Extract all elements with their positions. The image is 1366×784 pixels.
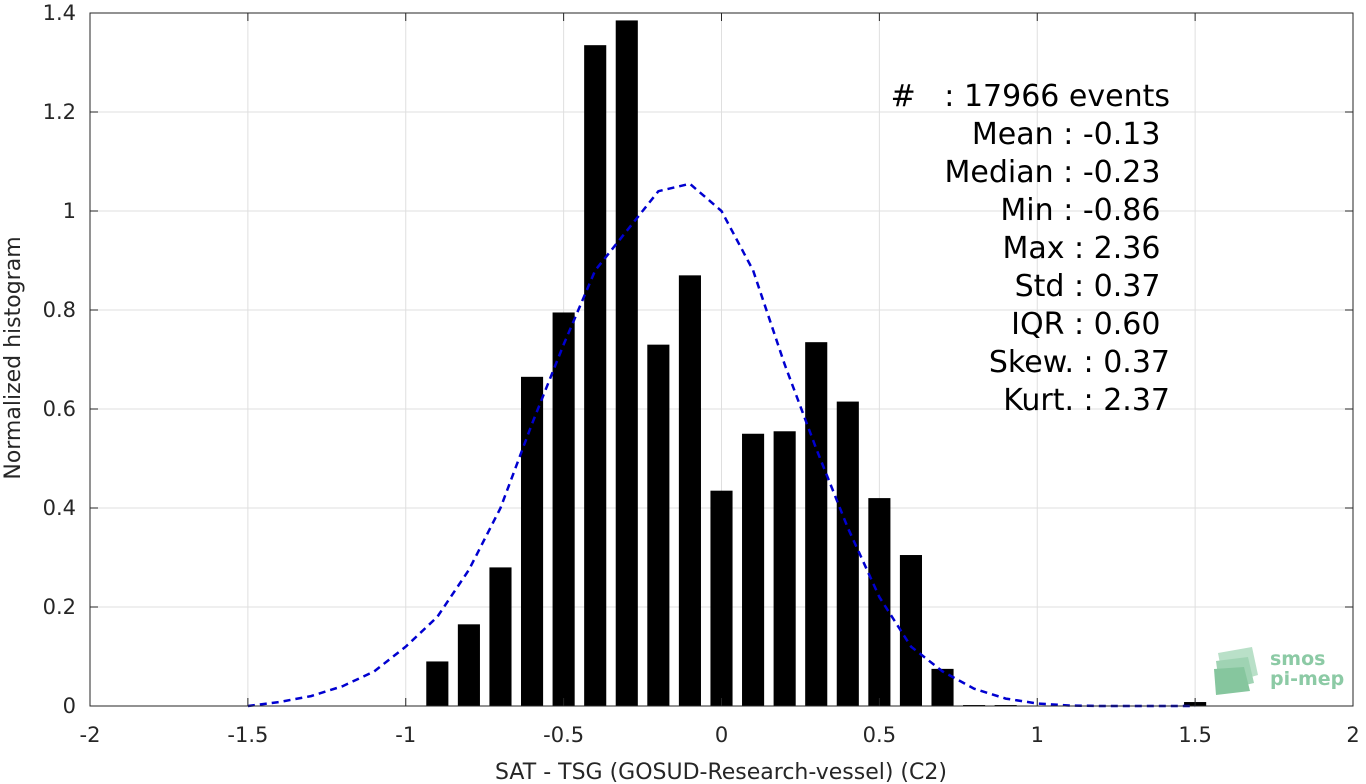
stat-iqr: IQR : 0.60 xyxy=(1011,307,1170,342)
gaussian-fit-curve xyxy=(247,182,1196,708)
smos-pi-mep-logo: smos pi-mep xyxy=(1214,645,1354,695)
histogram-bar xyxy=(678,275,701,706)
stat-skew: Skew. : 0.37 xyxy=(988,345,1170,380)
y-axis-label: Normalized histogram xyxy=(1,236,26,479)
histogram-bar xyxy=(426,661,449,706)
x-tick-label: 0 xyxy=(715,723,728,747)
histogram-bar xyxy=(773,431,796,706)
histogram-bar xyxy=(836,401,859,706)
y-tick-label: 1.4 xyxy=(43,1,76,25)
y-tick-label: 1.2 xyxy=(43,100,76,124)
y-tick-label: 1 xyxy=(63,199,76,223)
y-tick-label: 0.6 xyxy=(43,397,76,421)
x-tick-label: 1 xyxy=(1031,723,1044,747)
histogram-bar xyxy=(520,376,544,706)
histogram-bar xyxy=(584,45,607,707)
statistics-panel: # : 17966 events Mean : -0.13 Median : -… xyxy=(870,78,1170,420)
y-tick-label: 0.4 xyxy=(43,496,76,520)
histogram-bar xyxy=(899,555,923,706)
histogram-bar xyxy=(742,433,765,706)
x-tick-label: 2 xyxy=(1346,723,1359,747)
y-tick-label: 0.8 xyxy=(43,298,76,322)
histogram-bar xyxy=(868,498,891,706)
x-tick-label: -1.5 xyxy=(227,723,268,747)
x-tick-label: -0.5 xyxy=(543,723,584,747)
bars xyxy=(426,20,1207,707)
y-tick-label: 0.2 xyxy=(43,595,76,619)
stat-max: Max : 2.36 xyxy=(1002,231,1170,266)
x-tick-label: -1 xyxy=(395,723,416,747)
histogram-bar xyxy=(805,342,828,706)
logo-line-2: pi-mep xyxy=(1270,668,1345,690)
stat-median: Median : -0.23 xyxy=(944,155,1170,190)
axis-ticks: -2 -1.5 -1 -0.5 0 0.5 1 1.5 2 0 0.2 0.4 0.6 0.8 1 1.2 1.… xyxy=(43,1,1360,747)
histogram-bar xyxy=(931,668,954,706)
x-tick-label: -2 xyxy=(80,723,101,747)
stat-min: Min : -0.86 xyxy=(1000,193,1170,228)
histogram-bar xyxy=(647,344,670,706)
x-tick-label: 1.5 xyxy=(1178,723,1211,747)
logo-icon xyxy=(1214,647,1258,695)
logo-line-1: smos xyxy=(1270,648,1326,670)
stat-count: # : 17966 events xyxy=(890,79,1170,114)
stat-std: Std : 0.37 xyxy=(1014,269,1170,304)
y-tick-label: 0 xyxy=(63,694,76,718)
histogram-bar xyxy=(552,312,575,706)
histogram-bar xyxy=(710,490,733,706)
histogram-bar xyxy=(489,567,512,706)
stat-mean: Mean : -0.13 xyxy=(971,117,1170,152)
histogram-bar xyxy=(457,624,480,706)
x-axis-label: SAT - TSG (GOSUD-Research-vessel) (C2) xyxy=(495,760,947,784)
x-tick-label: 0.5 xyxy=(863,723,896,747)
histogram-bar xyxy=(615,20,638,707)
stat-kurt: Kurt. : 2.37 xyxy=(1003,383,1170,418)
